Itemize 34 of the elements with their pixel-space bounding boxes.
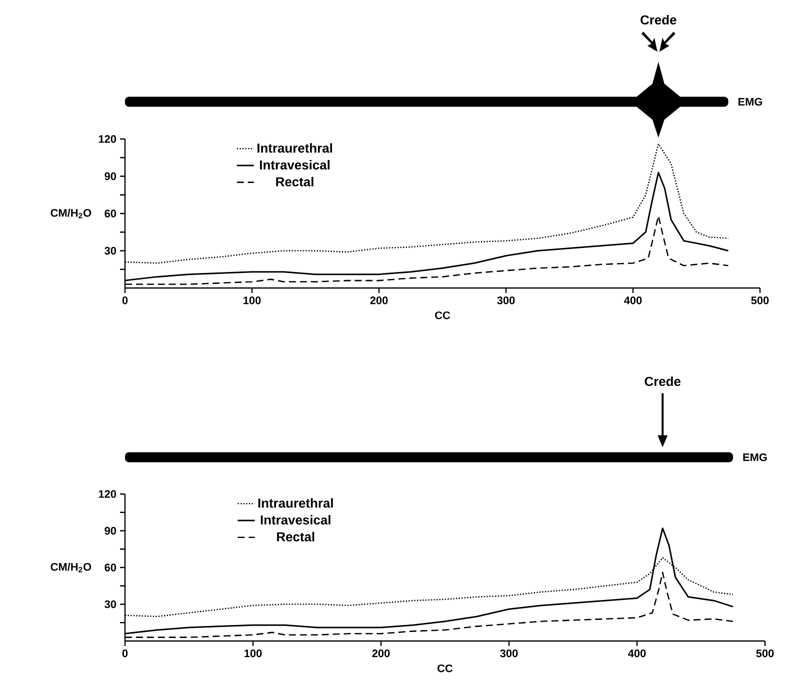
y-tick-label: 30 <box>104 600 116 608</box>
legend-label: Intraurethral <box>258 498 333 508</box>
legend-label: Rectal <box>277 532 314 542</box>
text: Crede <box>644 376 681 386</box>
x-axis-title: CC <box>435 311 450 320</box>
legend-label: Intravesical <box>260 515 330 525</box>
x-tick-label: 100 <box>244 296 261 304</box>
y-axis-title: CM/H$_{2}$O <box>50 562 92 572</box>
x-tick-label: 0 <box>122 650 128 658</box>
y-axis-title: CM/H$_{2}$O <box>50 208 92 218</box>
y-tick-label: 60 <box>104 564 116 572</box>
y-tick-label: 60 <box>104 210 116 218</box>
text: EMG <box>738 98 762 106</box>
y-tick-label: 90 <box>104 172 116 180</box>
x-tick-label: 500 <box>756 650 774 658</box>
text: EMG <box>743 453 767 462</box>
x-tick-label: 200 <box>372 650 390 658</box>
x-tick-label: 0 <box>122 296 128 304</box>
x-tick-label: 200 <box>370 296 388 304</box>
y-tick-label: 30 <box>104 246 116 255</box>
legend-label: Intravesical <box>260 160 330 170</box>
x-tick-label: 400 <box>628 650 646 658</box>
y-tick-label: 90 <box>104 526 116 535</box>
legend-label: Intraurethral <box>257 143 332 153</box>
legend-label: Rectal <box>276 176 314 186</box>
x-tick-label: 300 <box>497 296 515 304</box>
x-tick-label: 100 <box>244 650 262 658</box>
text: Crede <box>640 14 676 24</box>
x-axis-title: CC <box>438 664 453 672</box>
y-tick-label: 120 <box>98 135 116 143</box>
x-tick-label: 400 <box>624 296 642 304</box>
x-tick-label: 300 <box>500 650 518 658</box>
y-tick-label: 120 <box>98 490 116 498</box>
x-tick-label: 500 <box>751 296 769 304</box>
